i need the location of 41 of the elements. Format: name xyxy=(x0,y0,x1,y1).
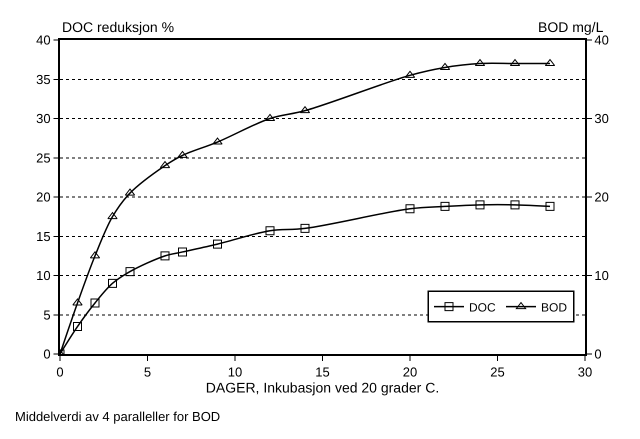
x-axis-title: DAGER, Inkubasjon ved 20 grader C. xyxy=(206,379,440,396)
point xyxy=(300,224,310,233)
y-tick-label: 0 xyxy=(43,346,51,362)
y2-tick-label: 20 xyxy=(594,190,609,205)
y-tick-label: 15 xyxy=(36,228,51,244)
y-axis-title: DOC reduksjon % xyxy=(62,19,174,35)
point xyxy=(406,204,414,214)
y-tick-label: 35 xyxy=(36,72,51,87)
point xyxy=(73,322,82,332)
y-tick-label: 10 xyxy=(36,268,51,284)
point xyxy=(108,278,117,288)
y2-axis-title: BOD mg/L xyxy=(538,19,604,35)
x-tick-label: 15 xyxy=(315,364,330,380)
point xyxy=(266,226,274,236)
y-tick-label: 30 xyxy=(36,111,51,126)
point xyxy=(510,200,520,210)
text: Middelverdi av 4 paralleller for BOD xyxy=(15,409,220,424)
point xyxy=(546,202,554,211)
y2-tick-label: 30 xyxy=(594,111,609,126)
x-tick-label: 25 xyxy=(490,364,505,380)
x-tick-label: 5 xyxy=(144,364,152,380)
point xyxy=(476,200,484,210)
point xyxy=(90,298,100,308)
point xyxy=(126,267,134,276)
y-tick-label: 20 xyxy=(36,190,51,205)
point xyxy=(213,240,222,249)
y2-tick-label: 40 xyxy=(594,32,609,48)
y-tick-label: 40 xyxy=(36,32,51,48)
y2-tick-label: 0 xyxy=(594,346,602,362)
x-tick-label: 20 xyxy=(402,364,418,380)
y2-tick-label: 10 xyxy=(594,268,609,284)
legend-label: DOC xyxy=(469,300,496,314)
y-tick-label: 5 xyxy=(43,307,51,322)
point xyxy=(178,247,187,256)
y-tick-label: 25 xyxy=(36,150,51,166)
point xyxy=(440,202,450,211)
point xyxy=(160,251,170,260)
x-tick-label: 30 xyxy=(578,364,592,380)
legend-label: BOD xyxy=(541,300,568,314)
x-tick-label: 10 xyxy=(228,364,242,380)
x-tick-label: 0 xyxy=(56,364,64,380)
